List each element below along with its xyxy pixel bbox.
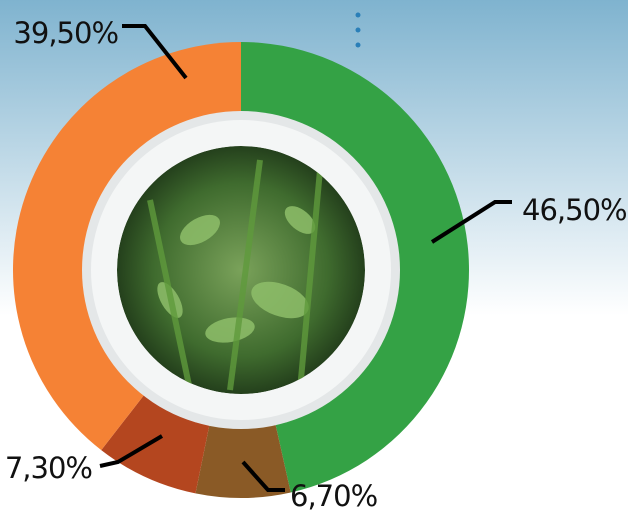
leader-line xyxy=(430,200,512,244)
leader-line xyxy=(99,434,164,468)
labels: 46,50% 6,70% 7,30% 39,50% xyxy=(5,16,628,513)
leader-line xyxy=(241,460,285,492)
leader-line xyxy=(122,24,188,80)
dots xyxy=(355,12,361,48)
value-label: 39,50% xyxy=(13,16,118,50)
value-label: 46,50% xyxy=(522,193,627,227)
value-label: 6,70% xyxy=(290,479,377,513)
value-label: 7,30% xyxy=(5,451,92,485)
plant-photo xyxy=(117,146,365,394)
